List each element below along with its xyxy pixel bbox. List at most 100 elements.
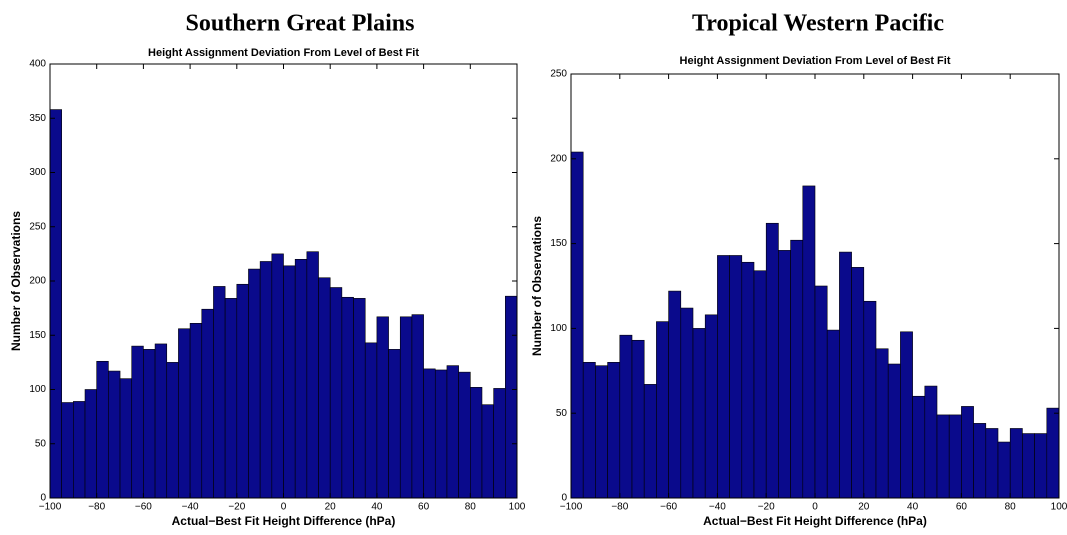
bar [912,395,926,499]
bar [643,384,657,499]
x-tick-label: −60 [660,502,677,513]
x-tick-label: −60 [135,502,152,513]
y-tick-label: 100 [29,384,46,395]
chart-title: Height Assignment Deviation From Level o… [148,47,419,59]
y-tick-label: 150 [550,238,567,249]
bar [434,369,448,499]
bar [1022,433,1035,499]
x-tick-label: −20 [758,502,775,513]
bar [778,250,791,499]
bar [1034,433,1048,499]
y-tick-label: 150 [29,330,46,341]
bar [985,428,999,499]
x-tick-label: 80 [465,502,477,513]
bar [224,298,238,499]
bar [259,261,273,499]
bar [973,423,987,499]
bar [294,258,308,499]
bar [765,222,779,499]
bar [131,345,144,499]
bar [166,362,179,499]
bar [388,349,401,499]
bar [411,314,424,499]
bar [329,287,343,499]
bar [364,342,378,499]
x-tick-label: 100 [509,502,526,513]
bar [423,368,436,499]
x-tick-label: −80 [88,502,105,513]
bar [936,414,950,499]
bar [1009,428,1023,499]
bar [839,251,852,499]
bar [961,406,974,499]
bar [997,441,1011,499]
bar [680,307,694,499]
x-tick-label: 40 [371,502,383,513]
y-tick-label: 50 [35,438,47,449]
y-tick-label: 50 [556,408,568,419]
bar [49,109,62,499]
bar [178,328,191,499]
x-tick-label: 60 [956,502,968,513]
bar [493,388,506,499]
x-tick-label: −20 [228,502,245,513]
bar [948,414,962,499]
x-tick-label: 100 [1051,502,1067,513]
y-tick-label: 0 [561,493,567,504]
y-tick-label: 250 [29,221,46,232]
bar [236,283,249,499]
bar [851,267,865,499]
x-tick-label: 80 [1005,502,1017,513]
x-tick-label: 40 [907,502,919,513]
bar [668,290,682,499]
bar [248,268,261,499]
bar [814,285,828,499]
x-tick-label: −100 [39,502,62,513]
bar [692,328,706,499]
bar [271,253,284,499]
x-tick-label: 60 [418,502,430,513]
bar [481,404,494,499]
bar [729,255,743,499]
bar [446,365,459,499]
bar [61,402,74,499]
bar [318,277,331,499]
bar [189,323,203,499]
bar [704,314,718,499]
bar [96,360,109,499]
bar [924,385,938,499]
bar [582,362,596,499]
x-tick-label: 20 [858,502,870,513]
bar [887,363,901,499]
y-tick-label: 100 [550,323,567,334]
y-tick-label: 250 [550,69,567,80]
bar [505,295,518,499]
bar [376,316,389,499]
y-tick-label: 300 [29,167,46,178]
x-tick-label: −80 [611,502,628,513]
bar [213,286,226,499]
x-tick-label: −40 [182,502,199,513]
bar [108,370,121,499]
chart-title: Height Assignment Deviation From Level o… [680,55,951,67]
y-tick-label: 200 [29,276,46,287]
bar [1046,407,1060,499]
bar [875,348,889,499]
bar [826,329,840,499]
y-tick-label: 200 [550,153,567,164]
x-axis-label: Actual−Best Fit Height Difference (hPa) [703,514,927,528]
y-axis-label: Number of Observations [9,211,23,351]
bar [119,378,133,499]
x-tick-label: −40 [709,502,726,513]
bar [900,331,913,499]
bar [631,339,645,499]
x-tick-label: −100 [560,502,583,513]
bar [341,296,354,499]
y-tick-label: 0 [40,493,46,504]
bar [283,265,296,499]
bar [595,365,608,499]
bar [802,185,816,499]
x-tick-label: 0 [812,502,818,513]
bar [570,151,584,499]
